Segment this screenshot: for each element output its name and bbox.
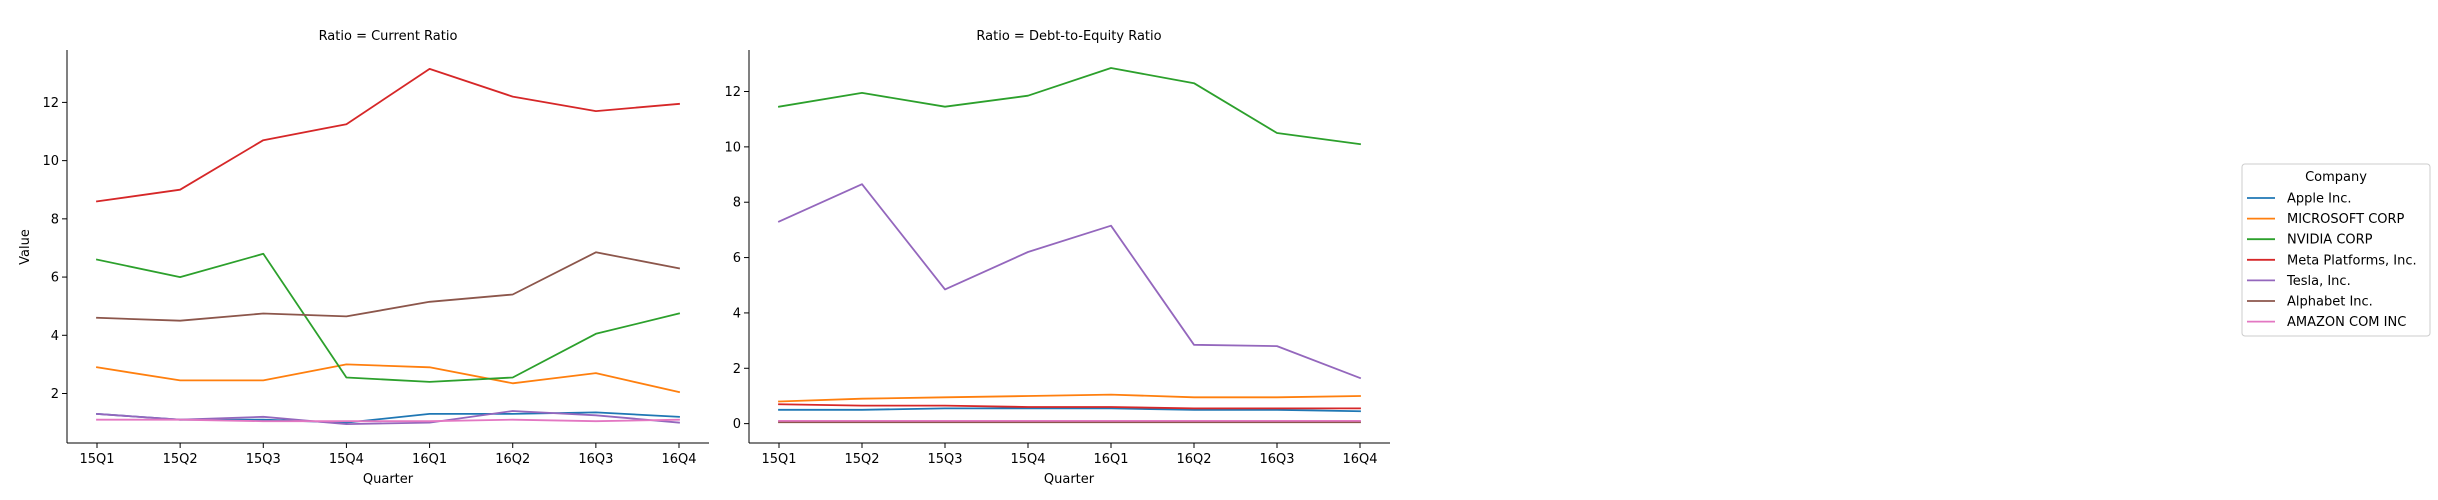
x-tick-label: 16Q4 (1342, 452, 1377, 467)
x-axis-label: Quarter (363, 472, 414, 487)
x-tick-label: 16Q4 (661, 452, 696, 467)
series-line-meta-platforms-inc (778, 403, 1361, 410)
y-axis-label: Value (18, 229, 33, 265)
legend-label: Tesla, Inc. (2286, 274, 2351, 289)
y-tick-label: 6 (733, 251, 741, 266)
panel-title: Ratio = Current Ratio (319, 29, 458, 44)
x-tick-label: 16Q2 (1176, 452, 1211, 467)
y-tick-label: 2 (733, 362, 741, 377)
y-tick-label: 8 (733, 196, 741, 211)
series-line-apple-inc (778, 407, 1361, 413)
y-tick-label: 2 (51, 387, 59, 402)
x-tick-label: 15Q4 (329, 452, 364, 467)
legend-label: Meta Platforms, Inc. (2287, 253, 2417, 268)
x-tick-label: 15Q2 (163, 452, 198, 467)
x-tick-label: 16Q3 (1259, 452, 1294, 467)
series-line-microsoft-corp (778, 393, 1361, 403)
y-tick-label: 8 (51, 212, 59, 227)
series-line-tesla-inc (777, 183, 1362, 380)
legend-title: Company (2305, 170, 2367, 185)
legend-frame (2241, 163, 2431, 337)
legend-label: NVIDIA CORP (2287, 233, 2373, 248)
series-line-nvidia-corp (95, 252, 681, 383)
x-tick-label: 16Q2 (495, 452, 530, 467)
legend-label: AMAZON COM INC (2287, 315, 2406, 330)
x-tick-label: 15Q3 (246, 452, 281, 467)
y-tick-label: 4 (733, 306, 741, 321)
x-tick-label: 15Q2 (844, 452, 879, 467)
y-tick-label: 6 (51, 271, 59, 286)
y-tick-label: 10 (724, 140, 741, 155)
series-line-nvidia-corp (777, 67, 1362, 146)
series-line-microsoft-corp (95, 363, 681, 394)
x-tick-label: 15Q1 (79, 452, 114, 467)
legend-label: Apple Inc. (2287, 192, 2352, 207)
x-tick-label: 15Q1 (761, 452, 796, 467)
series-line-amazon-com-inc (96, 418, 680, 423)
x-tick-label: 16Q3 (578, 452, 613, 467)
series-line-meta-platforms-inc (95, 68, 680, 203)
panel-title: Ratio = Debt-to-Equity Ratio (976, 29, 1161, 44)
x-axis-label: Quarter (1044, 472, 1095, 487)
x-tick-label: 15Q4 (1010, 452, 1045, 467)
y-tick-label: 4 (51, 329, 59, 344)
legend: Company Apple Inc. MICROSOFT CORP NVIDIA C… (2241, 163, 2431, 337)
series-line-alphabet-inc (96, 251, 681, 322)
legend-label: Alphabet Inc. (2287, 295, 2373, 310)
y-tick-label: 0 (733, 417, 741, 432)
y-tick-label: 12 (724, 85, 741, 100)
x-tick-label: 15Q3 (927, 452, 962, 467)
current-ratio-panel: Ratio = Current Ratio Value Quarter 2 4 6 8… (18, 29, 709, 487)
y-tick-label: 12 (42, 96, 59, 111)
x-tick-label: 16Q1 (412, 452, 447, 467)
x-tick-label: 16Q1 (1093, 452, 1128, 467)
y-tick-label: 10 (42, 154, 59, 169)
legend-label: MICROSOFT CORP (2287, 212, 2405, 227)
debt-to-equity-panel: Ratio = Debt-to-Equity Ratio Quarter 0 2 4… (724, 29, 1390, 487)
